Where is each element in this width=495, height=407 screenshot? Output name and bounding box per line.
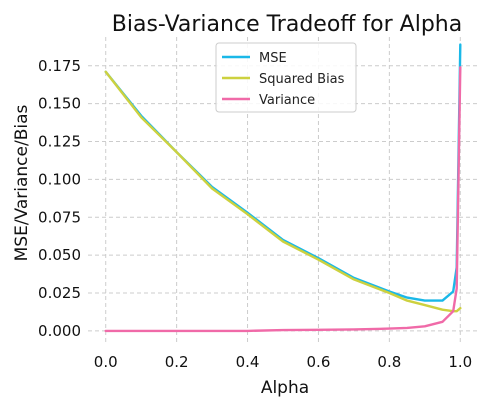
y-tick-label: 0.100 (38, 170, 81, 188)
legend-label-mse: MSE (259, 51, 287, 66)
x-tick-label: 1.0 (448, 353, 472, 371)
series-lines (104, 43, 462, 333)
y-axis-label: MSE/Variance/Bias (12, 104, 32, 261)
x-tick-label: 0.6 (307, 353, 331, 371)
x-tick-label: 0.0 (94, 353, 118, 371)
legend-label-squared-bias: Squared Bias (259, 72, 345, 87)
y-tick-label: 0.075 (38, 208, 81, 226)
y-tick-label: 0.150 (38, 95, 81, 113)
x-axis-label: Alpha (261, 378, 309, 398)
y-tick-label: 0.175 (38, 57, 81, 75)
legend: MSE Squared Bias Variance (215, 42, 357, 113)
y-tick-label: 0.000 (38, 322, 81, 340)
series-line-squared-bias (104, 70, 462, 313)
y-tick-label: 0.125 (38, 133, 81, 151)
legend-label-variance: Variance (259, 93, 315, 108)
x-tick-label: 0.8 (377, 353, 401, 371)
x-axis-ticks: 0.0 0.2 0.4 0.6 0.8 1.0 (94, 353, 472, 371)
x-tick-label: 0.2 (165, 353, 189, 371)
x-tick-label: 0.4 (236, 353, 260, 371)
y-axis-ticks: 0.000 0.025 0.050 0.075 0.100 0.125 0.150 0.175 (38, 57, 81, 340)
series-line-variance (104, 66, 462, 333)
legend-box (215, 42, 357, 113)
chart-title: Bias-Variance Tradeoff for Alpha (112, 12, 462, 37)
y-tick-label: 0.025 (38, 284, 81, 302)
y-tick-label: 0.050 (38, 246, 81, 264)
